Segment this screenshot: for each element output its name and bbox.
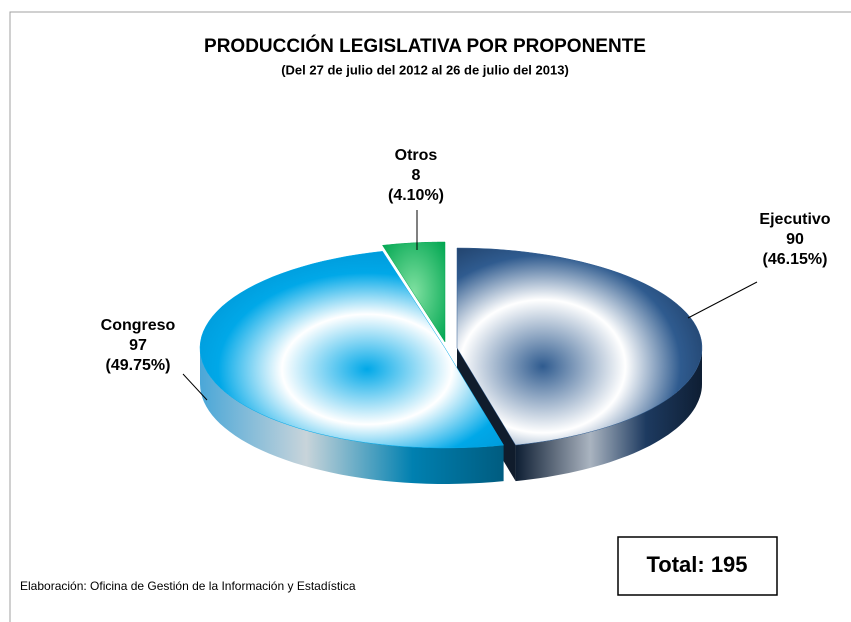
slice-percent: (46.15%): [763, 251, 828, 268]
leader-line: [182, 373, 208, 401]
source-note: Elaboración: Oficina de Gestión de la In…: [20, 579, 356, 593]
slice: [456, 247, 703, 446]
slice: [382, 241, 446, 343]
total-label: Total: 195: [646, 552, 747, 577]
chart-subtitle: (Del 27 de julio del 2012 al 26 de julio…: [281, 62, 569, 77]
slice-label: Otros: [395, 147, 438, 164]
chart-title: PRODUCCIÓN LEGISLATIVA POR PROPONENTE: [204, 35, 646, 57]
pie: [199, 241, 703, 484]
total-box: [617, 536, 778, 596]
slice-value: 90: [786, 231, 804, 248]
slice-side: [515, 348, 702, 482]
frame: [9, 11, 851, 622]
slice-label: Ejecutivo: [759, 211, 830, 228]
slice-side: [200, 348, 504, 484]
slice-percent: (49.75%): [106, 357, 171, 374]
slice-label: Congreso: [101, 317, 176, 334]
leader-line: [687, 281, 758, 319]
slice-value: 8: [412, 167, 421, 184]
slice-percent: (4.10%): [388, 187, 444, 204]
slice-value: 97: [129, 337, 147, 354]
slice: [199, 251, 505, 449]
